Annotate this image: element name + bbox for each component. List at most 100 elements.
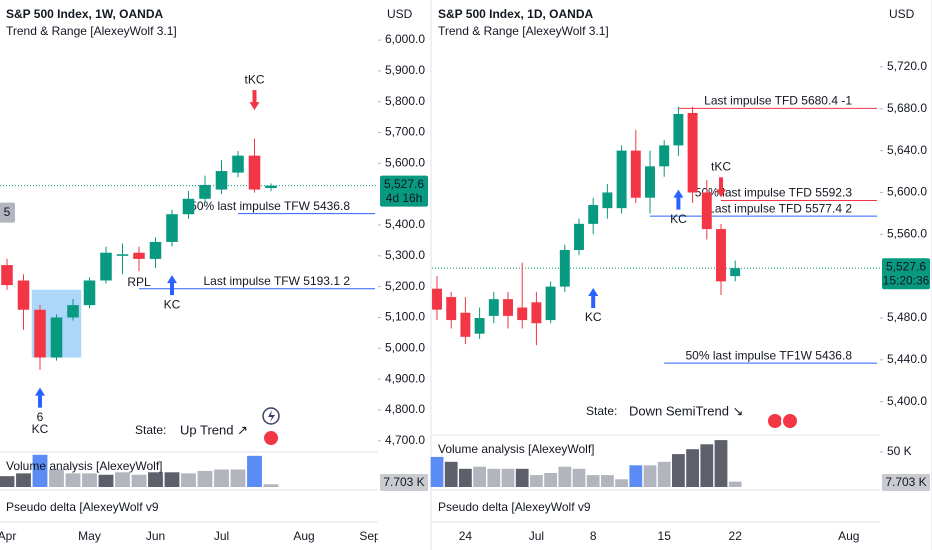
level-label: Last impulse TFD 5680.4 -1 xyxy=(704,94,852,108)
volume-bar xyxy=(728,481,742,487)
flag-icon[interactable] xyxy=(766,412,784,430)
candle-body xyxy=(83,280,96,306)
y-tick-label: 5,600.0 xyxy=(887,185,927,199)
candle-body xyxy=(474,317,485,334)
chart-title: S&P 500 Index, 1W, OANDA xyxy=(6,7,163,21)
y-tick-label: 4,700.0 xyxy=(385,433,425,447)
candle-body xyxy=(248,155,261,190)
volume-badge xyxy=(380,474,428,491)
marker-label: 6 xyxy=(37,410,44,424)
volume-bar xyxy=(197,470,213,487)
volume-bar xyxy=(629,465,643,487)
flag-icon[interactable] xyxy=(262,429,280,447)
lightning xyxy=(268,410,275,422)
volume-bar xyxy=(32,454,48,487)
volume-bar xyxy=(148,472,163,487)
volume-bar xyxy=(247,455,262,487)
volume-bar xyxy=(672,454,685,487)
volume-title: Volume analysis [AlexeyWolf] xyxy=(438,442,595,456)
volume-last-label: 7.703 K xyxy=(885,475,926,489)
candle-body xyxy=(446,297,457,321)
marker-badge xyxy=(0,202,15,223)
volume-bar xyxy=(131,474,147,487)
volume-bar xyxy=(115,472,130,487)
candle-body xyxy=(503,299,513,316)
candle-body xyxy=(149,241,162,259)
y-tick-label: 5,440.0 xyxy=(887,352,927,366)
volume-bar xyxy=(230,469,246,487)
candle-body xyxy=(645,166,655,198)
x-tick-label: Aug xyxy=(838,529,859,543)
volume-bar xyxy=(601,475,614,487)
candle-body xyxy=(616,150,627,209)
candle-body xyxy=(701,192,712,230)
candle-body xyxy=(215,171,228,190)
candle-body xyxy=(517,307,528,321)
delta-title: Pseudo delta [AlexeyWolf v9 xyxy=(438,500,591,514)
marker-label: tKC xyxy=(244,72,264,86)
candle-body xyxy=(687,112,698,193)
candle-body xyxy=(716,229,726,282)
candle-body xyxy=(166,214,178,242)
candle-body xyxy=(432,288,442,310)
candle-body xyxy=(100,252,112,281)
candle-body xyxy=(673,114,684,146)
volume-bar xyxy=(657,461,671,487)
candle-body xyxy=(116,254,129,256)
volume-bar xyxy=(544,473,557,487)
volume-bar xyxy=(473,466,486,487)
candle-body xyxy=(574,223,584,250)
marker-label: KC xyxy=(32,422,49,436)
countdown: 15:20:36 xyxy=(883,273,930,287)
marker-arrow xyxy=(673,189,684,210)
flag-icon[interactable] xyxy=(781,412,799,430)
x-tick-label: Jul xyxy=(529,529,544,543)
price-badge-label: 5,527.6 xyxy=(886,259,926,273)
y-tick-label: 5,480.0 xyxy=(887,310,927,324)
level-label: 50% last impulse TFW 5436.8 xyxy=(190,199,350,213)
volume-last-label: 7.703 K xyxy=(383,475,424,489)
y-tick-label: 6,000.0 xyxy=(385,32,425,46)
marker-arrow xyxy=(249,90,260,111)
volume-bar xyxy=(98,474,114,487)
volume-bar xyxy=(686,449,699,487)
volume-badge xyxy=(882,474,930,491)
volume-bar xyxy=(214,469,229,487)
currency: USD xyxy=(387,7,413,21)
candle-body xyxy=(460,312,471,337)
x-tick-label: Sep xyxy=(359,529,381,543)
y-tick-label: 4,800.0 xyxy=(385,402,425,416)
y-tick-label: 5,560.0 xyxy=(887,226,927,240)
candle-body xyxy=(602,192,613,209)
price-badge xyxy=(882,258,930,290)
volume-bar xyxy=(0,476,15,487)
marker-arrow xyxy=(167,275,177,296)
y-tick-label: 5,300.0 xyxy=(385,248,425,262)
marker-label: KC xyxy=(670,212,687,226)
level-label: Last impulse TFW 5193.1 2 xyxy=(203,274,350,288)
volume-title: Volume analysis [AlexeyWolf] xyxy=(6,459,163,473)
candle-body xyxy=(545,286,556,321)
countdown: 4d 16h xyxy=(386,191,423,205)
candle-body xyxy=(17,280,30,310)
level-label: Last impulse TFD 5577.4 2 xyxy=(708,201,852,215)
candle-body xyxy=(588,205,599,224)
volume-bar xyxy=(615,479,628,487)
candle-body xyxy=(630,150,641,198)
x-tick-label: 22 xyxy=(729,529,743,543)
candle-body xyxy=(199,184,211,199)
y-tick-label: 5,600.0 xyxy=(385,156,425,170)
volume-bar xyxy=(714,440,728,487)
x-tick-label: Jul xyxy=(214,529,229,543)
candle-body xyxy=(1,265,13,286)
candle-body xyxy=(265,185,277,189)
volume-bar xyxy=(700,444,714,487)
candle-body xyxy=(659,145,670,167)
x-tick-label: 15 xyxy=(658,529,672,543)
price-badge-label: 5,527.6 xyxy=(384,177,424,191)
volume-bar xyxy=(643,465,657,487)
marker-arrow xyxy=(588,287,599,308)
x-tick-label: Aug xyxy=(293,529,314,543)
icons xyxy=(262,407,799,447)
